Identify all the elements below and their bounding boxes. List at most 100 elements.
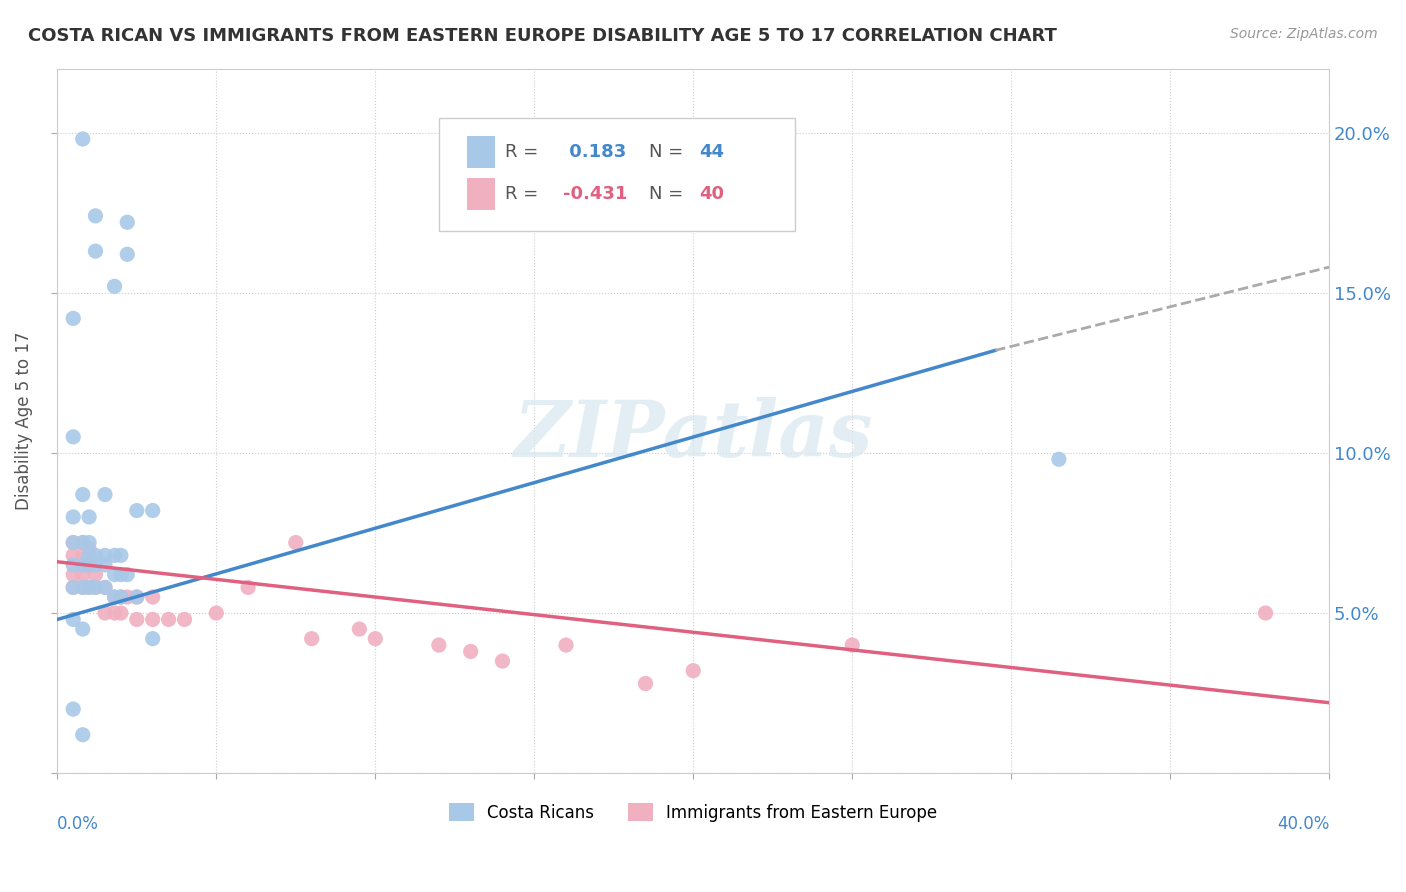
Point — [125, 590, 148, 604]
Point — [94, 549, 117, 563]
Point — [110, 567, 132, 582]
Point — [62, 558, 84, 572]
Legend: Costa Ricans, Immigrants from Eastern Europe: Costa Ricans, Immigrants from Eastern Eu… — [443, 797, 943, 829]
FancyBboxPatch shape — [439, 118, 794, 231]
Point — [77, 510, 100, 524]
Point — [77, 558, 100, 572]
Point — [84, 567, 107, 582]
Point — [1254, 606, 1277, 620]
Point — [125, 503, 148, 517]
Point — [103, 549, 125, 563]
Point — [72, 535, 94, 549]
Text: N =: N = — [648, 143, 689, 161]
Point — [84, 244, 107, 258]
Point — [62, 535, 84, 549]
Point — [427, 638, 450, 652]
Point — [117, 215, 139, 229]
Point — [62, 535, 84, 549]
Point — [301, 632, 323, 646]
Point — [110, 606, 132, 620]
Point — [94, 581, 117, 595]
Point — [62, 581, 84, 595]
Point — [682, 664, 704, 678]
Point — [125, 590, 148, 604]
Point — [72, 567, 94, 582]
Point — [77, 541, 100, 556]
Text: ZIPatlas: ZIPatlas — [513, 397, 873, 473]
Point — [77, 581, 100, 595]
Point — [72, 558, 94, 572]
Point — [62, 311, 84, 326]
Point — [205, 606, 228, 620]
Point — [84, 581, 107, 595]
Point — [84, 209, 107, 223]
Text: 44: 44 — [700, 143, 724, 161]
Point — [84, 581, 107, 595]
Y-axis label: Disability Age 5 to 17: Disability Age 5 to 17 — [15, 332, 32, 510]
Point — [62, 510, 84, 524]
Text: R =: R = — [505, 185, 544, 203]
Text: 40: 40 — [700, 185, 724, 203]
Point — [72, 728, 94, 742]
Text: -0.431: -0.431 — [564, 185, 628, 203]
Point — [84, 549, 107, 563]
Point — [284, 535, 307, 549]
Point — [62, 430, 84, 444]
Point — [555, 638, 578, 652]
Point — [364, 632, 387, 646]
FancyBboxPatch shape — [467, 136, 495, 168]
Point — [142, 590, 165, 604]
Point — [117, 247, 139, 261]
Point — [72, 487, 94, 501]
Point — [72, 581, 94, 595]
Point — [142, 612, 165, 626]
Point — [62, 612, 84, 626]
Point — [103, 590, 125, 604]
Point — [460, 644, 482, 658]
Point — [841, 638, 863, 652]
Point — [173, 612, 195, 626]
Point — [62, 702, 84, 716]
Text: COSTA RICAN VS IMMIGRANTS FROM EASTERN EUROPE DISABILITY AGE 5 TO 17 CORRELATION: COSTA RICAN VS IMMIGRANTS FROM EASTERN E… — [28, 27, 1057, 45]
Point — [491, 654, 513, 668]
Point — [117, 590, 139, 604]
Point — [110, 590, 132, 604]
Point — [94, 581, 117, 595]
Point — [72, 622, 94, 636]
Point — [103, 606, 125, 620]
Point — [62, 549, 84, 563]
Point — [157, 612, 180, 626]
Point — [634, 676, 657, 690]
Point — [103, 567, 125, 582]
Point — [72, 535, 94, 549]
Point — [77, 581, 100, 595]
Point — [94, 487, 117, 501]
FancyBboxPatch shape — [467, 178, 495, 210]
Point — [62, 581, 84, 595]
Point — [142, 503, 165, 517]
Text: 0.0%: 0.0% — [58, 815, 100, 833]
Point — [94, 606, 117, 620]
Point — [103, 279, 125, 293]
Point — [84, 558, 107, 572]
Point — [110, 590, 132, 604]
Point — [142, 632, 165, 646]
Point — [94, 558, 117, 572]
Point — [62, 567, 84, 582]
Point — [72, 132, 94, 146]
Text: R =: R = — [505, 143, 544, 161]
Text: Source: ZipAtlas.com: Source: ZipAtlas.com — [1230, 27, 1378, 41]
Point — [77, 558, 100, 572]
Point — [1047, 452, 1070, 467]
Point — [77, 535, 100, 549]
Point — [125, 612, 148, 626]
Text: N =: N = — [648, 185, 689, 203]
Text: 0.183: 0.183 — [564, 143, 627, 161]
Point — [236, 581, 259, 595]
Point — [72, 549, 94, 563]
Point — [77, 549, 100, 563]
Point — [349, 622, 371, 636]
Text: 40.0%: 40.0% — [1277, 815, 1329, 833]
Point — [110, 549, 132, 563]
Point — [72, 581, 94, 595]
